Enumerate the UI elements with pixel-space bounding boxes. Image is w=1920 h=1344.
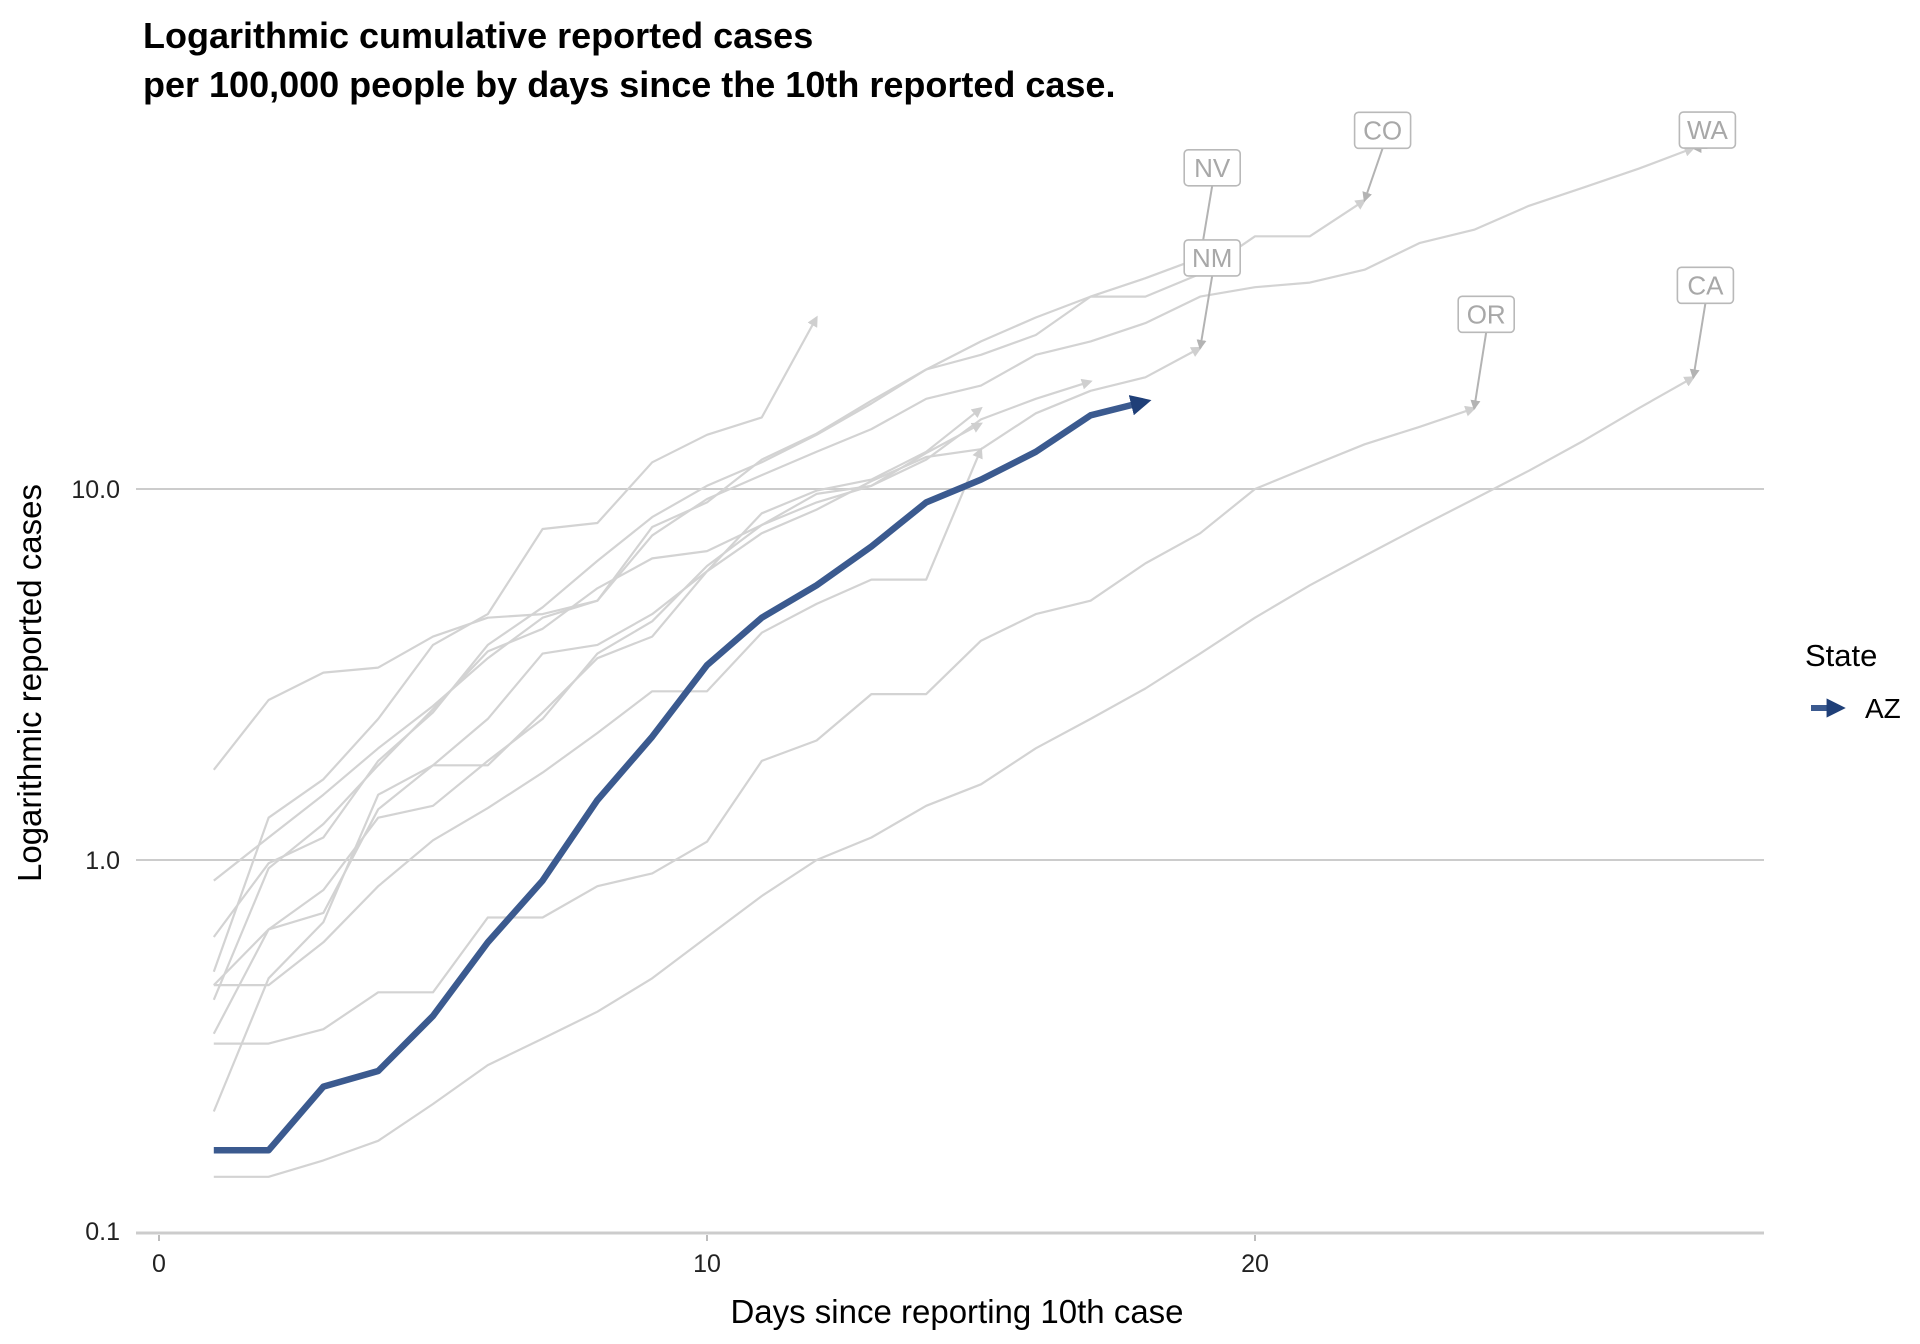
background-series [212, 145, 1696, 1178]
y-tick-label-0.1: 0.1 [85, 1218, 120, 1246]
label-text-nv: NV [1194, 153, 1231, 183]
state-labels: NV CO WA CA NM OR [1183, 111, 1737, 411]
series-line-state-8 [213, 378, 1093, 986]
gridlines [136, 488, 1764, 861]
series-line-az [213, 395, 1152, 1154]
series-line-co [212, 199, 1367, 938]
leader-line-or [1470, 332, 1488, 411]
label-box-nm [1183, 239, 1241, 277]
label-box-co [1353, 111, 1412, 150]
highlight-series [213, 395, 1152, 1154]
label-text-ca: CA [1687, 270, 1724, 300]
x-tick-label-10: 10 [693, 1250, 721, 1278]
legend-label-az: AZ [1865, 693, 1901, 724]
series-line-state-10 [212, 406, 983, 1035]
series-line-state-9 [213, 447, 983, 987]
chart-title-line-1: Logarithmic cumulative reported cases [143, 15, 813, 56]
axes: 0 10 20 0.1 1.0 10.0 [71, 476, 1764, 1278]
legend-title: State [1805, 638, 1877, 673]
series-line-nm [212, 346, 1203, 1112]
series-line-state-7 [212, 315, 818, 973]
series-line-state-11 [212, 422, 983, 1001]
series-line-wa [212, 145, 1696, 771]
chart-title-line-2: per 100,000 people by days since the 10t… [143, 64, 1115, 105]
label-text-nm: NM [1192, 243, 1232, 273]
leader-line-nm [1196, 275, 1214, 350]
leader-line-ca [1689, 303, 1707, 380]
y-tick-label-10.0: 10.0 [71, 476, 120, 504]
legend: State AZ [1805, 638, 1901, 724]
series-line-nv [213, 255, 1203, 882]
x-tick-label-0: 0 [152, 1250, 166, 1278]
x-axis-title: Days since reporting 10th case [730, 1293, 1183, 1330]
label-box-or [1457, 295, 1515, 334]
series-line-or [213, 405, 1477, 1045]
label-box-nv [1183, 148, 1241, 187]
label-text-or: OR [1467, 299, 1506, 329]
x-tick-label-20: 20 [1241, 1250, 1269, 1278]
label-text-co: CO [1363, 115, 1402, 145]
y-tick-label-1.0: 1.0 [85, 847, 120, 875]
y-axis-title: Logarithmic reported cases [11, 484, 48, 882]
label-text-wa: WA [1687, 115, 1729, 145]
label-box-ca [1676, 266, 1735, 305]
label-box-wa [1678, 111, 1737, 149]
leader-line-co [1362, 147, 1384, 203]
series-line-ca [213, 376, 1696, 1178]
